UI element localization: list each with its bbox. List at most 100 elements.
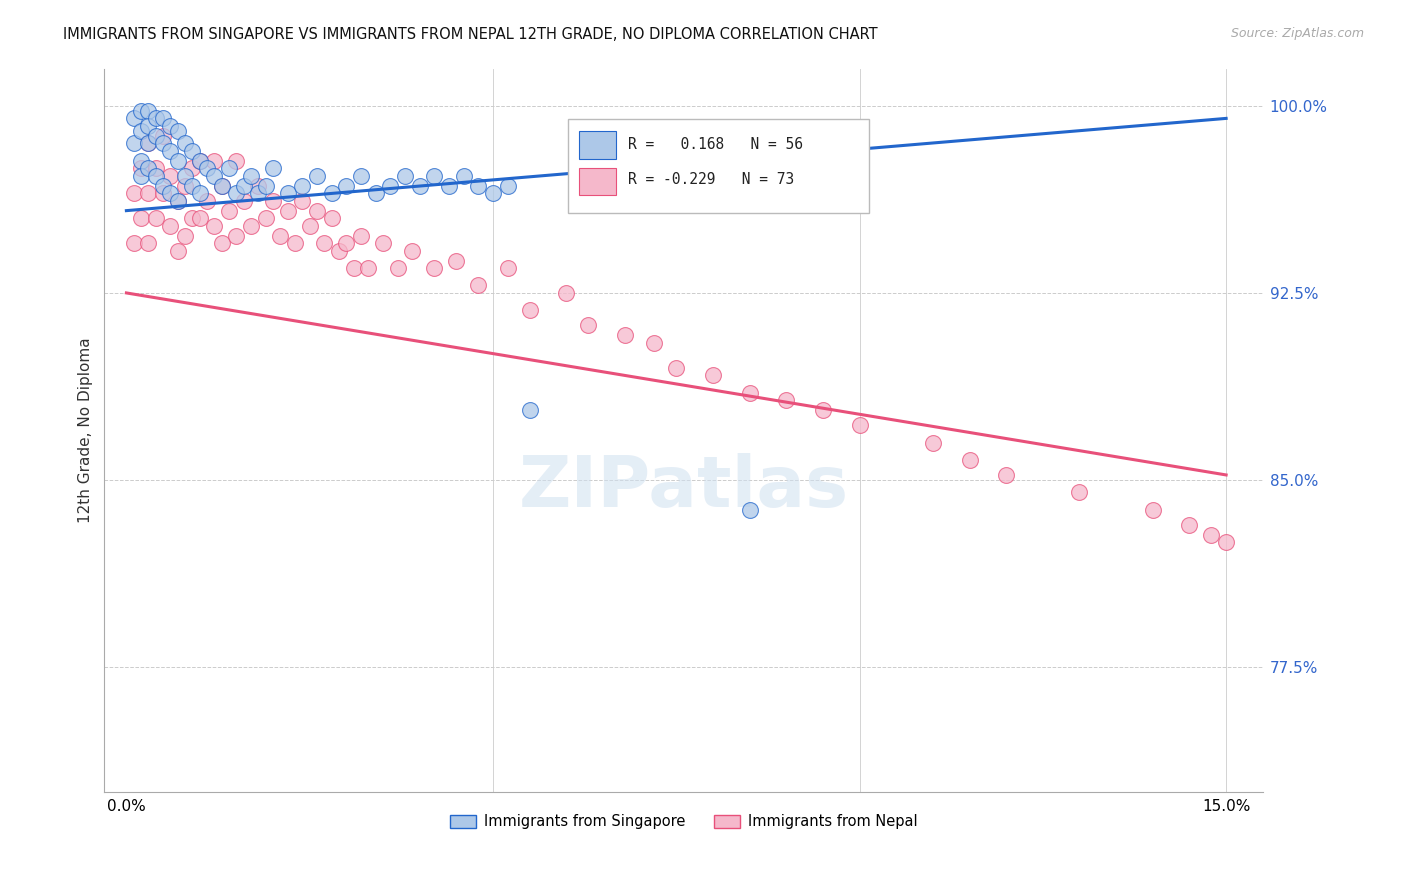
Y-axis label: 12th Grade, No Diploma: 12th Grade, No Diploma bbox=[79, 337, 93, 523]
Point bbox=[277, 186, 299, 201]
Point bbox=[122, 235, 145, 250]
Point bbox=[1069, 485, 1091, 500]
Point bbox=[335, 178, 357, 193]
Point bbox=[232, 178, 254, 193]
Point bbox=[188, 153, 211, 168]
Point bbox=[371, 235, 394, 250]
Point bbox=[482, 186, 505, 201]
FancyBboxPatch shape bbox=[579, 168, 616, 195]
Point bbox=[138, 119, 160, 133]
Point bbox=[129, 124, 152, 138]
Point bbox=[129, 169, 152, 183]
Point bbox=[423, 169, 446, 183]
Point bbox=[152, 128, 174, 143]
Point bbox=[211, 235, 233, 250]
Point bbox=[145, 112, 167, 126]
Point bbox=[350, 169, 373, 183]
Point bbox=[202, 153, 225, 168]
Point bbox=[291, 178, 314, 193]
Point bbox=[775, 393, 797, 408]
Point bbox=[159, 169, 181, 183]
Text: IMMIGRANTS FROM SINGAPORE VS IMMIGRANTS FROM NEPAL 12TH GRADE, NO DIPLOMA CORREL: IMMIGRANTS FROM SINGAPORE VS IMMIGRANTS … bbox=[63, 27, 877, 42]
Point bbox=[298, 219, 321, 233]
Point bbox=[181, 161, 204, 176]
Point bbox=[188, 211, 211, 226]
Point bbox=[335, 235, 357, 250]
Point bbox=[174, 228, 197, 243]
Point bbox=[138, 235, 160, 250]
Point bbox=[1178, 517, 1201, 532]
Point bbox=[122, 112, 145, 126]
Point bbox=[453, 169, 475, 183]
Point bbox=[152, 112, 174, 126]
Point bbox=[702, 368, 724, 383]
Point bbox=[152, 136, 174, 151]
Point bbox=[129, 161, 152, 176]
Point bbox=[262, 161, 284, 176]
Point bbox=[129, 153, 152, 168]
Text: Source: ZipAtlas.com: Source: ZipAtlas.com bbox=[1230, 27, 1364, 40]
Point bbox=[643, 335, 665, 350]
Text: R = -0.229   N = 73: R = -0.229 N = 73 bbox=[628, 172, 794, 187]
Point bbox=[380, 178, 402, 193]
Point bbox=[138, 103, 160, 118]
Point bbox=[496, 260, 519, 275]
Text: R =   0.168   N = 56: R = 0.168 N = 56 bbox=[628, 137, 803, 152]
Point bbox=[350, 228, 373, 243]
Point bbox=[247, 186, 270, 201]
Point bbox=[738, 385, 761, 400]
Point bbox=[959, 453, 981, 467]
Point bbox=[995, 467, 1018, 482]
Point bbox=[225, 228, 247, 243]
Point bbox=[576, 318, 599, 333]
Point bbox=[181, 178, 204, 193]
Point bbox=[314, 235, 336, 250]
Point bbox=[321, 211, 343, 226]
Legend: Immigrants from Singapore, Immigrants from Nepal: Immigrants from Singapore, Immigrants fr… bbox=[444, 808, 924, 835]
Point bbox=[305, 169, 328, 183]
Point bbox=[408, 178, 430, 193]
Point bbox=[387, 260, 409, 275]
Point bbox=[467, 278, 489, 293]
Point bbox=[211, 178, 233, 193]
Point bbox=[519, 303, 541, 318]
Point bbox=[262, 194, 284, 208]
Point bbox=[232, 194, 254, 208]
Point bbox=[254, 211, 277, 226]
Point bbox=[291, 194, 314, 208]
Point bbox=[181, 144, 204, 158]
Point bbox=[159, 219, 181, 233]
Point bbox=[1142, 503, 1164, 517]
Point bbox=[188, 186, 211, 201]
Point bbox=[394, 169, 416, 183]
Point bbox=[269, 228, 291, 243]
Point bbox=[665, 360, 688, 375]
FancyBboxPatch shape bbox=[579, 131, 616, 159]
Point bbox=[195, 194, 218, 208]
Point bbox=[357, 260, 380, 275]
Point bbox=[159, 144, 181, 158]
Point bbox=[159, 186, 181, 201]
Point bbox=[343, 260, 366, 275]
Point bbox=[240, 169, 263, 183]
Point bbox=[328, 244, 350, 258]
Point bbox=[218, 203, 240, 218]
Point bbox=[1201, 528, 1223, 542]
Point bbox=[225, 153, 247, 168]
Point bbox=[401, 244, 423, 258]
Point bbox=[122, 186, 145, 201]
Point bbox=[1215, 535, 1237, 549]
Point bbox=[145, 128, 167, 143]
Point bbox=[181, 211, 204, 226]
Point bbox=[166, 244, 188, 258]
Point bbox=[166, 194, 188, 208]
Point bbox=[437, 178, 460, 193]
Point bbox=[811, 403, 834, 417]
Point bbox=[138, 186, 160, 201]
Point bbox=[321, 186, 343, 201]
Point bbox=[423, 260, 446, 275]
Point bbox=[225, 186, 247, 201]
Point bbox=[202, 169, 225, 183]
Point bbox=[138, 136, 160, 151]
Point bbox=[129, 211, 152, 226]
